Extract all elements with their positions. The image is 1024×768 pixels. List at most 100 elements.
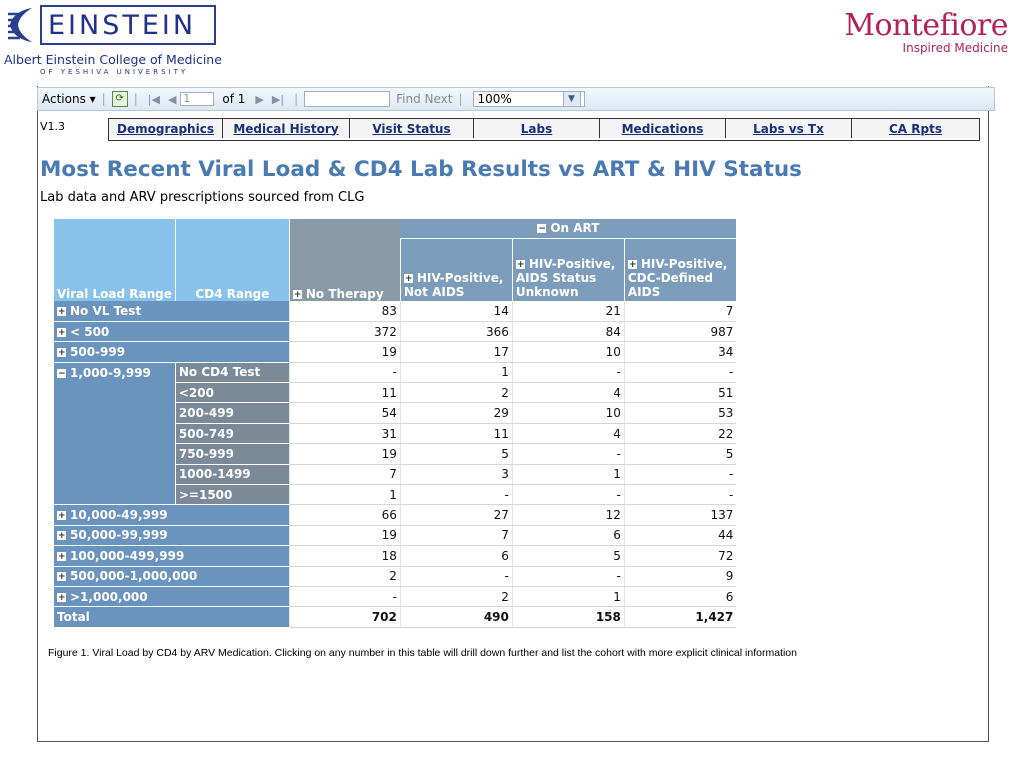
- table-cell[interactable]: 10: [511, 341, 625, 363]
- table-cell[interactable]: 83: [288, 301, 401, 322]
- table-cell[interactable]: 9: [623, 566, 737, 587]
- table-cell[interactable]: 7: [288, 464, 401, 486]
- tab-labs[interactable]: Labs: [474, 119, 600, 138]
- table-cell[interactable]: 44: [623, 525, 737, 547]
- table-cell[interactable]: 31: [288, 423, 401, 445]
- table-cell[interactable]: 19: [288, 341, 401, 363]
- table-cell[interactable]: 3: [399, 464, 513, 486]
- page-number-input[interactable]: 1: [180, 92, 215, 106]
- tab-ca-rpts[interactable]: CA Rpts: [852, 119, 979, 138]
- find-next-button[interactable]: Find Next: [396, 92, 453, 106]
- expand-icon[interactable]: +: [57, 511, 66, 522]
- tab-visit-status[interactable]: Visit Status: [350, 119, 474, 138]
- tab-demographics[interactable]: Demographics: [109, 119, 223, 138]
- table-cell[interactable]: 137: [623, 504, 737, 526]
- table-cell[interactable]: 1: [511, 586, 625, 608]
- table-cell[interactable]: 2: [399, 586, 513, 608]
- table-cell[interactable]: 987: [623, 321, 737, 343]
- table-cell[interactable]: 490: [399, 606, 513, 628]
- table-cell[interactable]: -: [399, 484, 513, 506]
- col-hiv-aids-unknown[interactable]: + HIV-Positive, AIDS Status Unknown: [511, 238, 625, 301]
- row-label[interactable]: + >1,000,000: [54, 586, 290, 608]
- table-cell[interactable]: 18: [288, 545, 401, 567]
- expand-icon[interactable]: +: [57, 551, 66, 562]
- table-cell[interactable]: -: [511, 362, 625, 384]
- last-page-icon[interactable]: ▶|: [271, 92, 285, 106]
- row-label[interactable]: +500,000-1,000,000: [54, 566, 290, 587]
- find-input[interactable]: [304, 91, 391, 107]
- table-cell[interactable]: 21: [511, 301, 625, 322]
- expand-icon[interactable]: +: [57, 531, 66, 542]
- table-cell[interactable]: 7: [623, 301, 737, 322]
- table-cell[interactable]: 6: [511, 525, 625, 547]
- table-cell[interactable]: 54: [288, 402, 401, 424]
- table-cell[interactable]: 19: [288, 443, 401, 465]
- table-cell[interactable]: 22: [623, 423, 737, 445]
- table-cell[interactable]: 29: [399, 402, 513, 424]
- table-cell[interactable]: 1: [511, 464, 625, 486]
- table-cell[interactable]: 7: [399, 525, 513, 547]
- expand-icon[interactable]: +: [57, 347, 66, 358]
- table-cell[interactable]: 17: [399, 341, 513, 363]
- row-label[interactable]: +10,000-49,999: [54, 504, 290, 526]
- table-cell[interactable]: 4: [511, 382, 625, 404]
- col-on-art[interactable]: − On ART: [400, 219, 737, 239]
- table-cell[interactable]: 5: [399, 443, 513, 465]
- col-hiv-not-aids[interactable]: + HIV-Positive, Not AIDS: [399, 238, 513, 301]
- table-cell[interactable]: 1,427: [623, 606, 737, 628]
- group-label[interactable]: −1,000-9,999: [54, 362, 176, 506]
- table-cell[interactable]: 27: [399, 504, 513, 526]
- row-label[interactable]: + No VL Test: [54, 301, 290, 322]
- table-cell[interactable]: 2: [288, 566, 401, 587]
- table-cell[interactable]: 4: [511, 423, 625, 445]
- table-cell[interactable]: 366: [399, 321, 513, 343]
- first-page-icon[interactable]: |◀: [147, 92, 160, 106]
- table-cell[interactable]: 11: [288, 382, 401, 404]
- zoom-select[interactable]: 100%: [472, 91, 585, 107]
- table-cell[interactable]: 702: [288, 606, 401, 628]
- table-cell[interactable]: 72: [623, 545, 737, 567]
- expand-icon[interactable]: +: [515, 260, 525, 270]
- tab-labs-vs-tx[interactable]: Labs vs Tx: [726, 119, 852, 138]
- expand-icon[interactable]: +: [403, 274, 413, 284]
- table-cell[interactable]: 5: [511, 545, 625, 567]
- expand-icon[interactable]: +: [627, 260, 637, 270]
- chevron-down-icon[interactable]: ▼: [562, 91, 581, 107]
- table-cell[interactable]: 66: [288, 504, 401, 526]
- table-cell[interactable]: 1: [288, 484, 401, 506]
- row-label[interactable]: +50,000-99,999: [54, 525, 290, 547]
- collapse-icon[interactable]: −: [57, 368, 66, 379]
- previous-page-icon[interactable]: ◀: [167, 92, 177, 106]
- table-cell[interactable]: 6: [623, 586, 737, 608]
- expand-icon[interactable]: +: [57, 572, 66, 583]
- table-cell[interactable]: 51: [623, 382, 737, 404]
- table-cell[interactable]: 158: [511, 606, 625, 628]
- table-cell[interactable]: 11: [399, 423, 513, 445]
- expand-icon[interactable]: +: [292, 290, 302, 300]
- expand-icon[interactable]: +: [57, 327, 66, 338]
- refresh-icon[interactable]: ⟳: [111, 91, 128, 107]
- table-cell[interactable]: 5: [623, 443, 737, 465]
- tab-medications[interactable]: Medications: [600, 119, 726, 138]
- table-cell[interactable]: 12: [511, 504, 625, 526]
- table-cell[interactable]: -: [511, 484, 625, 506]
- row-label[interactable]: +100,000-499,999: [54, 545, 290, 567]
- next-page-icon[interactable]: ▶: [255, 92, 264, 106]
- collapse-icon[interactable]: −: [537, 224, 547, 235]
- table-cell[interactable]: -: [511, 443, 625, 465]
- table-cell[interactable]: 34: [623, 341, 737, 363]
- table-cell[interactable]: -: [288, 362, 401, 384]
- table-cell[interactable]: 53: [623, 402, 737, 424]
- table-cell[interactable]: -: [399, 566, 513, 587]
- col-no-therapy[interactable]: + No Therapy: [289, 219, 401, 301]
- table-cell[interactable]: 19: [288, 525, 401, 547]
- table-cell[interactable]: -: [623, 484, 737, 506]
- table-cell[interactable]: -: [623, 464, 737, 486]
- table-cell[interactable]: 10: [511, 402, 625, 424]
- table-cell[interactable]: 14: [399, 301, 513, 322]
- col-hiv-cdc-aids[interactable]: + HIV-Positive, CDC-Defined AIDS: [623, 238, 737, 301]
- table-cell[interactable]: -: [288, 586, 401, 608]
- table-cell[interactable]: 84: [511, 321, 625, 343]
- table-cell[interactable]: 2: [399, 382, 513, 404]
- table-cell[interactable]: -: [511, 566, 625, 587]
